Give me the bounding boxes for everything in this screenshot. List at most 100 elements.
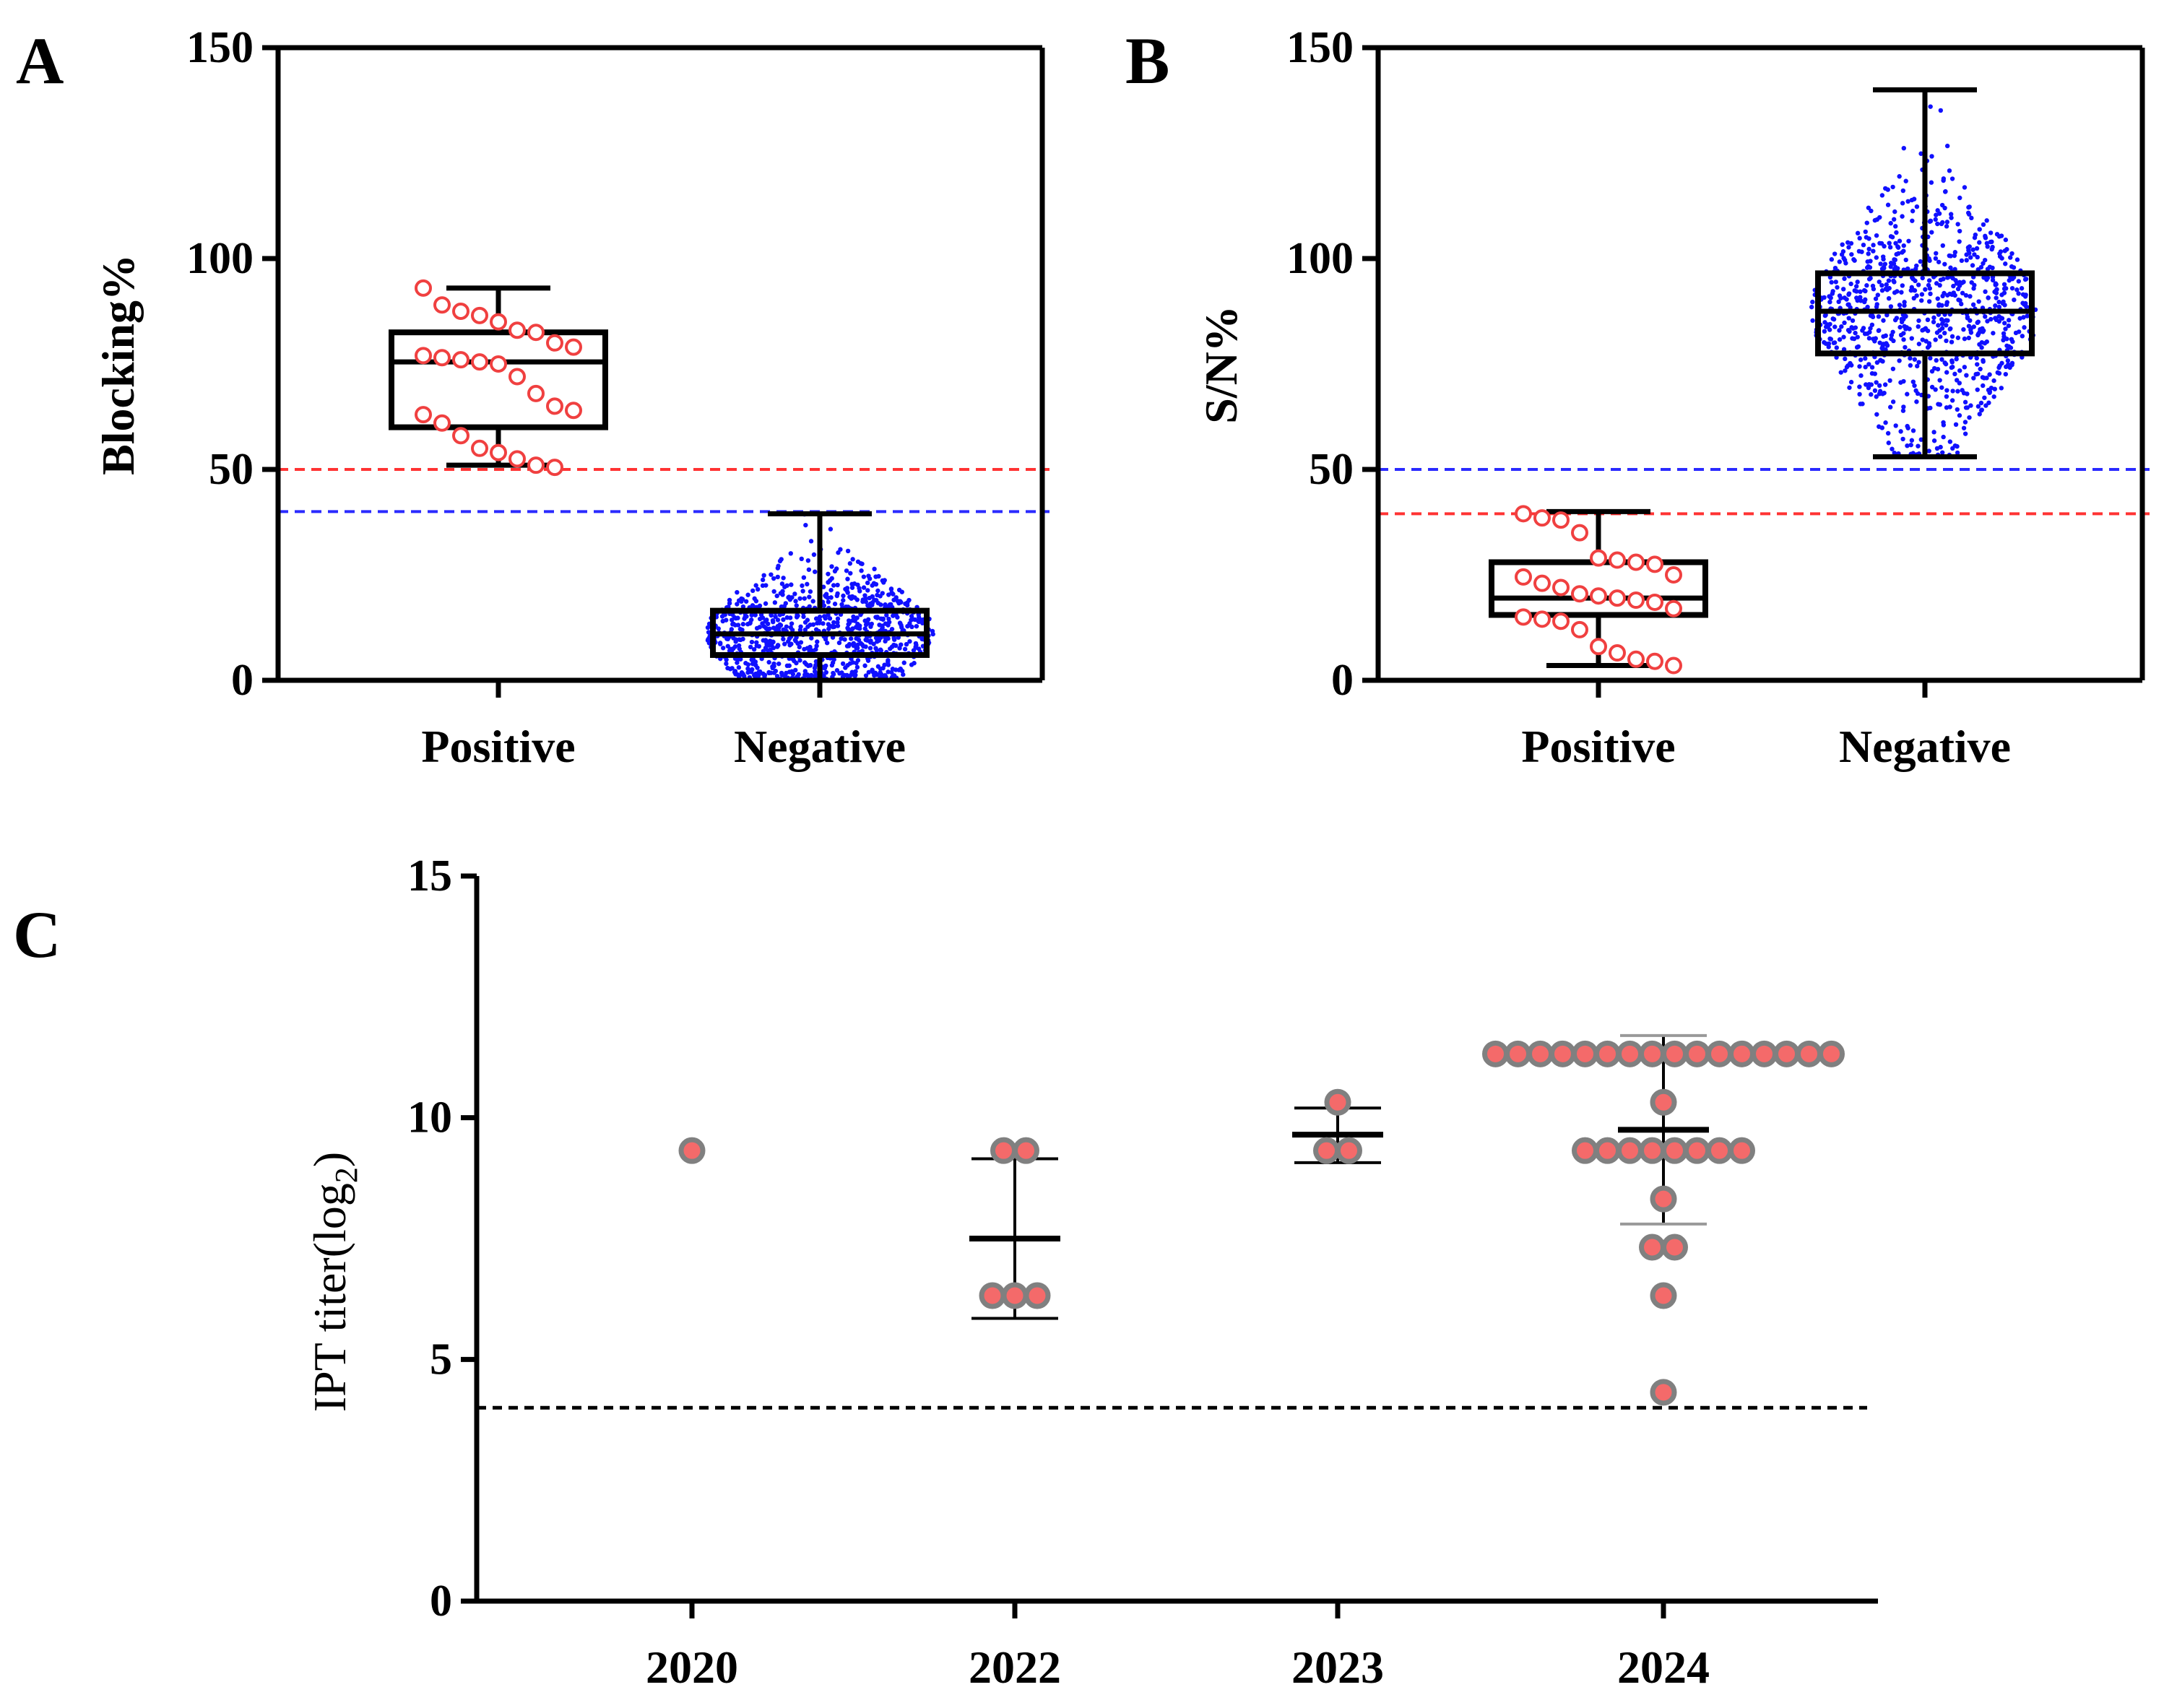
panel-b-swarm-point — [1988, 316, 1994, 322]
panel-b-swarm-point — [1953, 422, 1959, 428]
panel-a-swarm-point — [893, 595, 899, 600]
panel-b-swarm-point — [2019, 286, 2025, 291]
panel-b-swarm-point — [1888, 234, 1894, 239]
panel-b-data-point — [1609, 589, 1626, 607]
panel-a-swarm-point — [803, 522, 808, 528]
panel-b-swarm-point — [1983, 314, 1988, 319]
panel-a-swarm-point — [706, 636, 711, 642]
panel-b-swarm-point — [1876, 314, 1882, 319]
panel-b-swarm-point — [1869, 208, 1874, 214]
panel-b-swarm-point — [1880, 344, 1885, 349]
panel-b-swarm-point — [1828, 295, 1833, 300]
panel-a-swarm-point — [806, 567, 812, 572]
panel-b-swarm-point — [1939, 321, 1945, 326]
panel-b-swarm-point — [1962, 365, 1968, 370]
panel-b-swarm-point — [1843, 356, 1848, 362]
panel-c-data-point — [1684, 1137, 1710, 1164]
panel-a-swarm-point — [850, 626, 855, 631]
panel-a-swarm-point — [845, 548, 851, 554]
panel-b-swarm-point — [1903, 257, 1908, 263]
panel-b-swarm-point — [1822, 329, 1827, 334]
panel-b-swarm-point — [1994, 287, 1999, 292]
panel-b-swarm-point — [1854, 295, 1859, 300]
panel-a-swarm-point — [782, 584, 787, 589]
panel-a-swarm-point — [727, 667, 733, 672]
panel-c-data-point — [1639, 1137, 1666, 1164]
panel-b-swarm-point — [1964, 373, 1969, 378]
panel-b-swarm-point — [1918, 151, 1923, 156]
panel-b-data-point — [1590, 587, 1607, 605]
panel-a-swarm-point — [736, 643, 742, 649]
panel-a-swarm-point — [769, 643, 774, 648]
panel-b-swarm-point — [1874, 394, 1879, 399]
panel-a-swarm-point — [870, 594, 875, 599]
panel-b-swarm-point — [1942, 330, 1947, 336]
panel-a-swarm-point — [812, 569, 818, 574]
panel-a-swarm-point — [732, 669, 737, 675]
panel-b-swarm-point — [1923, 287, 1928, 292]
panel-a-swarm-point — [846, 622, 851, 627]
panel-c-data-point — [1751, 1040, 1778, 1067]
panel-b-swarm-point — [1991, 331, 1996, 336]
panel-b-swarm-point — [1915, 391, 1921, 396]
panel-b-data-point — [1627, 650, 1645, 668]
panel-b-swarm-point — [1957, 368, 1962, 373]
panel-c-ytick-label: 0 — [430, 1577, 452, 1626]
panel-b-swarm-point — [1906, 238, 1911, 243]
panel-c-data-point — [1482, 1040, 1509, 1067]
panel-b-swarm-point — [1916, 443, 1921, 448]
panel-a-swarm-point — [861, 585, 867, 590]
panel-a-data-point — [415, 279, 432, 297]
panel-b-swarm-point — [1967, 415, 1972, 420]
panel-a-swarm-point — [740, 627, 745, 633]
panel-a-swarm-point — [745, 670, 750, 675]
panel-a-swarm-point — [855, 658, 861, 663]
panel-b-swarm-point — [1883, 286, 1889, 292]
panel-a-swarm-point — [901, 672, 906, 677]
panel-b-swarm-point — [1970, 302, 1976, 308]
panel-b-swarm-point — [1912, 357, 1918, 362]
panel-b-swarm-point — [1957, 298, 1962, 303]
panel-b-data-point — [1515, 505, 1532, 523]
panel-a-swarm-point — [797, 596, 802, 601]
panel-b-swarm-point — [1984, 376, 1989, 381]
panel-a-swarm-point — [784, 624, 789, 629]
panel-b-swarm-point — [1916, 282, 1921, 287]
panel-b-swarm-point — [1900, 250, 1905, 255]
panel-b-swarm-point — [1910, 379, 1916, 384]
panel-a-swarm-point — [858, 561, 864, 566]
panel-b-swarm-point — [1939, 385, 1944, 390]
panel-b-swarm-point — [1938, 334, 1943, 339]
panel-b-swarm-point — [1984, 339, 1989, 344]
panel-b-ytick-label: 100 — [1286, 234, 1354, 283]
panel-a-swarm-point — [802, 660, 808, 665]
panel-a-swarm-point — [911, 648, 917, 653]
panel-b-swarm-point — [1939, 202, 1945, 208]
panel-b-swarm-point — [1872, 388, 1878, 394]
panel-b-swarm-point — [1944, 388, 1949, 393]
panel-b-swarm-point — [1866, 277, 1872, 282]
panel-b-swarm-point — [1993, 303, 1998, 308]
panel-c-ytick-label: 10 — [407, 1093, 452, 1143]
panel-b-swarm-point — [1901, 243, 1906, 248]
panel-b-swarm-point — [1935, 296, 1940, 301]
panel-b-swarm-point — [1937, 378, 1942, 383]
panel-a-swarm-point — [733, 639, 738, 644]
panel-a-swarm-point — [834, 593, 840, 599]
panel-a-swarm-point — [912, 617, 917, 623]
panel-b-swarm-point — [1879, 282, 1884, 288]
panel-b-swarm-point — [1955, 335, 1961, 340]
panel-b-swarm-point — [1999, 292, 2004, 298]
panel-b-swarm-point — [2003, 371, 2009, 377]
panel-b-swarm-point — [1928, 104, 1933, 109]
panel-a-swarm-point — [823, 591, 829, 597]
panel-a-swarm-point — [757, 616, 763, 622]
panel-b-swarm-point — [1857, 391, 1862, 397]
panel-a-ytick-label: 150 — [186, 23, 254, 72]
panel-a-swarm-point — [727, 601, 732, 606]
panel-b-swarm-point — [1859, 249, 1864, 254]
panel-b-swarm-point — [1999, 316, 2004, 321]
panel-b-swarm-point — [1842, 320, 1847, 326]
panel-a-swarm-point — [854, 664, 860, 670]
panel-b-swarm-point — [1949, 398, 1955, 403]
